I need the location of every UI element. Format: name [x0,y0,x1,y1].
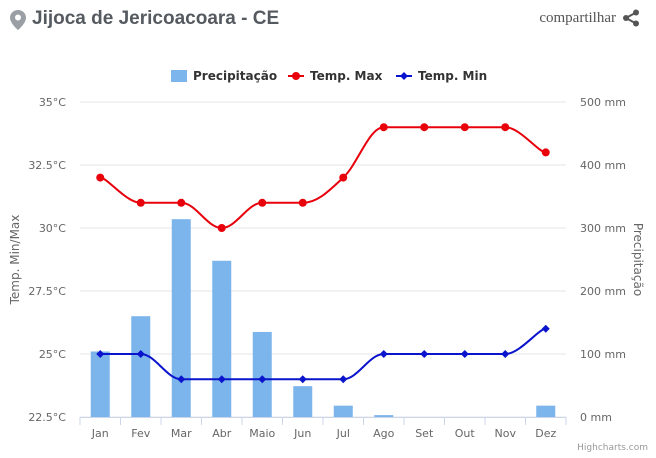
page-title: Jijoca de Jericoacoara - CE [32,8,280,29]
y-right-tick-label: 400 mm [580,159,626,172]
tmin-point [136,350,145,358]
chart-header: Jijoca de Jericoacoara - CE compartilhar [0,0,656,40]
tmax-point [96,173,105,182]
y-left-tick-label: 22.5°C [28,411,66,424]
x-tick-label: Maio [249,427,275,440]
tmin-point [460,350,469,358]
tmin-point [339,375,348,384]
tmax-point [177,198,186,207]
tmax-point [136,198,145,207]
precip-bar [171,219,191,417]
tmin-point [501,350,510,358]
tmin-point [541,324,550,333]
precip-bar [212,260,232,417]
x-tick-label: Abr [212,427,232,440]
credits-text: Highcharts.com [577,443,648,453]
y-right-tick-label: 100 mm [580,348,626,361]
precip-bar [293,386,313,417]
x-tick-label: Set [415,427,434,440]
precip-bar [131,316,151,417]
share-label: compartilhar [539,9,616,26]
tmin-point [96,350,105,358]
x-tick-label: Out [455,427,476,440]
x-tick-label: Jan [91,427,109,440]
x-tick-label: Mar [171,427,192,440]
y-left-tick-label: 35°C [39,96,66,109]
y-right-tick-label: 500 mm [580,96,626,109]
climate-chart: 22.5°C 25°C 27.5°C 30°C 32.5°C 35°C 0 mm 100 mm… [8,69,648,453]
tmax-point [420,123,429,132]
x-tick-label: Jul [336,427,350,440]
precip-bar [90,351,110,417]
map-pin-icon [10,10,26,30]
legend-tmax-symbol [292,72,300,80]
share-button[interactable]: compartilhar [539,9,640,27]
legend-precip-symbol [171,70,187,82]
x-tick-label: Fev [131,427,150,440]
tmin-point [258,375,267,384]
tmax-point [541,148,550,157]
y-left-tick-label: 25°C [39,348,66,361]
y-right-tick-label: 200 mm [580,285,626,298]
legend-precip-label: Precipitação [193,69,277,83]
tmin-point [217,375,226,384]
y-left-axis-title: Temp. Min/Max [8,215,22,306]
tmax-point [460,123,469,132]
tmax-point [217,224,226,232]
precip-bar [333,405,353,417]
y-right-tick-label: 300 mm [580,222,626,235]
tmax-point [258,198,267,207]
legend-tmax-label: Temp. Max [310,69,383,83]
precip-bar [374,415,394,417]
tmax-point [501,123,510,132]
tmin-point [298,375,307,384]
y-left-tick-label: 30°C [39,222,66,235]
y-left-tick-label: 32.5°C [28,159,66,172]
precip-bar [536,405,556,417]
tmax-point [379,123,388,132]
x-tick-label: Jun [293,427,311,440]
tmax-point [339,173,348,182]
tmin-point [177,375,186,384]
tmax-series-line [99,126,547,230]
tmax-point [298,198,307,207]
x-tick-label: Ago [373,427,395,440]
legend-tmin-label: Temp. Min [418,69,487,83]
legend-tmin-symbol [400,72,408,80]
y-right-tick-label: 0 mm [580,411,612,424]
tmin-point [379,350,388,358]
tmin-point [420,350,429,358]
y-left-tick-label: 27.5°C [28,285,66,298]
precip-bar [252,331,272,417]
y-right-axis-title: Precipitação [631,223,645,296]
share-icon [623,9,639,27]
x-tick-label: Dez [535,427,556,440]
x-tick-label: Nov [495,427,517,440]
